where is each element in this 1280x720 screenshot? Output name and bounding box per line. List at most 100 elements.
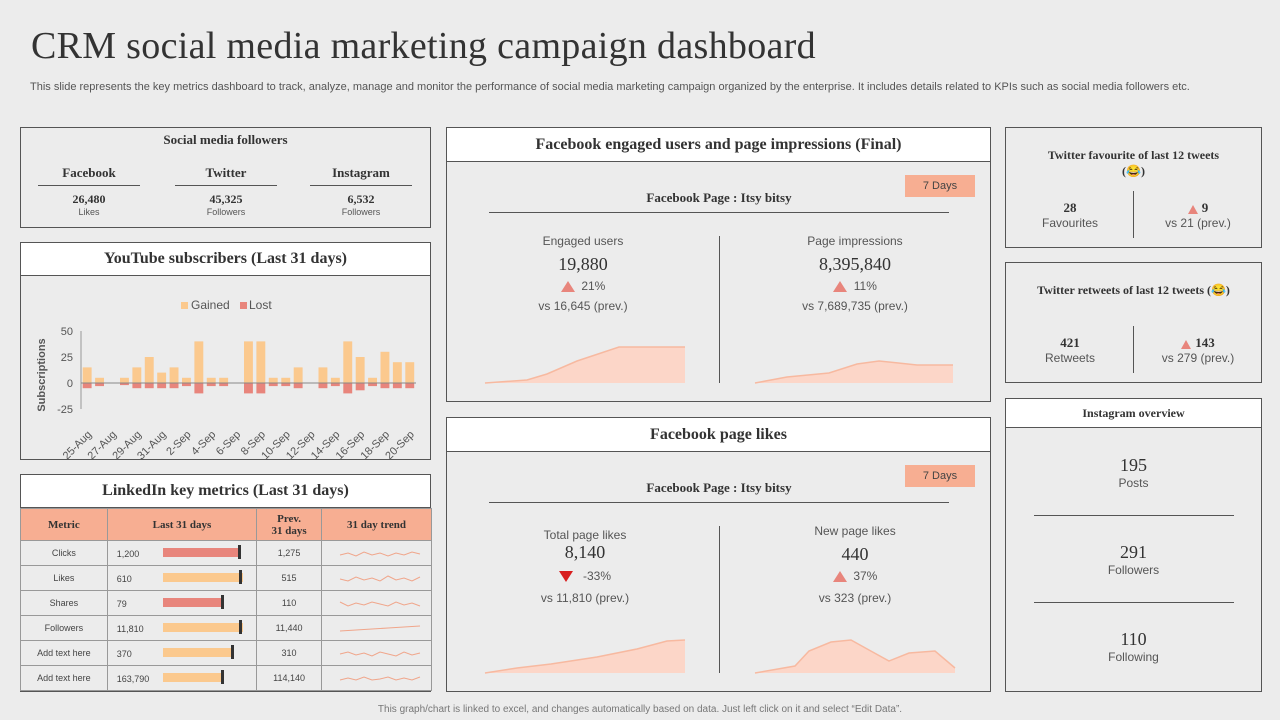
social-followers-title: Social media followers [163,132,288,147]
bar-gained-29-Aug [132,367,142,383]
bar-gained-10-Sep [281,377,291,383]
bar-gained-14-Sep [330,377,340,383]
target-marker [220,595,224,609]
progress-bar [162,548,238,557]
engaged-users-metric: Engaged users 19,880 21% vs 16,645 (prev… [493,234,673,313]
favourites-count: 28 Favourites [1041,200,1099,230]
last31-cell: 1,200 [106,540,258,566]
progress-bar [162,648,231,657]
fb-likes-range-badge[interactable]: 7 Days [905,465,975,487]
bar-lost-17-Sep [368,383,377,387]
progress-bar [162,598,221,607]
page-impressions-metric: Page impressions 8,395,840 11% vs 7,689,… [765,234,945,313]
up-arrow-icon [1187,204,1198,214]
target-marker [237,545,241,559]
youtube-panel: YouTube subscribers (Last 31 days) Gaine… [20,242,431,460]
table-row: Add text here 370 310 [20,640,433,666]
bar-lost-28-Aug [120,383,129,386]
bar-lost-31-Aug [157,383,167,389]
bar-lost-8-Sep [256,383,266,394]
new-page-likes-value: 440 [841,544,869,564]
y-axis-label: Subscriptions [36,338,48,411]
metric-name: Shares [20,590,108,616]
table-row: Likes 610 515 [20,565,433,591]
instagram-followers: 291 Followers [1107,542,1160,577]
bar-gained-19-Sep [392,362,402,383]
youtube-chart: Gained Lost Subscriptions 50250-2525-Aug… [36,298,417,459]
fb-likes-page-name: Facebook Page : Itsy bitsy [646,480,792,495]
col-trend: 31 day trend [320,508,433,541]
twitter-retweets-panel: Twitter retweets of last 12 tweets (😂) 4… [1005,262,1262,383]
bar-gained-11-Sep [293,367,303,383]
instagram-following: 110 Following [1108,629,1159,664]
bar-lost-20-Sep [405,383,415,389]
last31-value: 79 [116,599,127,609]
fb-engaged-range-badge[interactable]: 7 Days [905,175,975,197]
twitter-retweets-title: Twitter retweets of last 12 tweets (😂) [1037,283,1230,297]
metric-name: Likes [20,565,108,591]
bar-gained-28-Aug [120,377,129,383]
table-row: Add text here 163,790 114,140 [20,665,433,691]
bar-lost-29-Aug [132,383,142,389]
trend-cell [320,565,433,591]
retweets-count: 421 Retweets [1044,335,1096,365]
bar-lost-2-Sep [182,383,191,387]
footer-note: This graph/chart is linked to excel, and… [377,704,903,715]
trend-sparkline [340,625,421,632]
total-page-likes-metric: Total page likes 8,140 -33% vs 11,810 (p… [495,528,675,605]
table-row: Followers 11,810 11,440 [20,615,433,641]
bar-gained-3-Sep [194,341,204,383]
bar-gained-1-Sep [169,367,179,383]
target-marker [238,570,242,584]
social-followers-panel: Social media followers Facebook 26,480 L… [20,127,431,228]
bar-gained-4-Sep [206,377,216,383]
prev31-value: 515 [256,565,322,591]
target-marker [238,620,242,634]
bar-gained-26-Aug [95,377,104,383]
bar-gained-13-Sep [318,367,328,383]
y-tick-label: 50 [61,326,73,338]
bar-lost-11-Sep [293,383,303,389]
instagram-title: Instagram overview [1006,399,1261,428]
last31-cell: 11,810 [106,615,258,641]
col-metric: Metric [20,508,108,541]
bar-gained-15-Sep [343,341,353,383]
fb-likes-title: Facebook page likes [447,418,990,452]
trend-sparkline [340,676,421,681]
x-tick-label: 4-Sep [189,429,218,458]
page-impressions-value: 8,395,840 [819,254,891,274]
trend-sparkline [340,601,421,607]
bar-lost-5-Sep [219,383,229,387]
engaged-users-value: 19,880 [558,254,608,274]
last31-cell: 370 [106,640,258,666]
bar-gained-7-Sep [244,341,253,383]
bar-gained-17-Sep [368,377,377,383]
fb-engaged-page-name: Facebook Page : Itsy bitsy [646,190,792,205]
trend-cell [320,640,433,666]
col-last31: Last 31 days [106,508,258,541]
bar-lost-7-Sep [244,383,253,394]
page-title: CRM social media marketing campaign dash… [31,25,816,67]
fb-likes-panel: Facebook page likes 7 Days Facebook Page… [446,417,991,692]
bar-lost-19-Sep [392,383,402,389]
twitter-favourites-title: Twitter favourite of last 12 tweets (😂) [1047,148,1220,178]
bar-lost-13-Sep [318,383,328,389]
last31-cell: 163,790 [106,665,258,691]
prev31-value: 1,275 [256,540,322,566]
bar-gained-2-Sep [182,377,191,383]
linkedin-panel: LinkedIn key metrics (Last 31 days) Metr… [20,474,433,692]
bar-lost-18-Sep [380,383,390,389]
bar-gained-9-Sep [268,377,278,383]
trend-sparkline [340,651,421,657]
page-likes-sparkline [484,639,956,674]
engaged-users-sparkline [484,346,953,384]
linkedin-header-row: Metric Last 31 days Prev. 31 days 31 day … [20,508,433,541]
target-marker [220,670,224,684]
follower-twitter: Twitter 45,325 Followers [175,165,277,217]
retweets-prev: 143 vs 279 (prev.) [1161,335,1235,365]
up-arrow-icon [560,281,575,293]
trend-sparkline [340,575,421,582]
y-tick-label: 25 [61,352,73,364]
bar-gained-5-Sep [219,377,229,383]
up-arrow-icon [833,281,848,293]
